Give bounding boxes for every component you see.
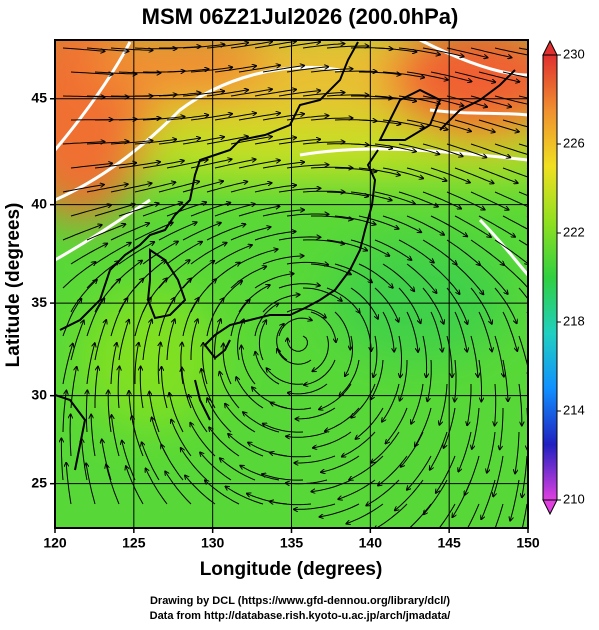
footer-line: Data from http://database.rish.kyoto-u.a… xyxy=(150,610,451,622)
field xyxy=(10,0,570,545)
colorbar-tick-label: 214 xyxy=(563,402,585,417)
chart-title: MSM 06Z21Jul2026 (200.0hPa) xyxy=(142,4,459,29)
colorbar-top xyxy=(543,41,557,55)
x-tick-label: 125 xyxy=(122,535,146,551)
x-tick-label: 120 xyxy=(43,535,67,551)
x-tick-label: 145 xyxy=(437,535,461,551)
y-tick-label: 45 xyxy=(31,89,47,105)
y-tick-label: 30 xyxy=(31,386,47,402)
colorbar-tick-label: 226 xyxy=(563,135,585,150)
colorbar-tick-label: 218 xyxy=(563,313,585,328)
colorbar-bottom xyxy=(543,500,557,514)
y-tick-label: 40 xyxy=(31,195,47,211)
x-axis-label: Longitude (degrees) xyxy=(200,559,383,580)
y-axis-label: Latitude (degrees) xyxy=(3,203,24,368)
x-tick-label: 135 xyxy=(280,535,304,551)
colorbar-tick-label: 222 xyxy=(563,224,585,239)
colorbar xyxy=(543,55,557,500)
y-tick-label: 35 xyxy=(31,294,47,310)
x-tick-label: 140 xyxy=(359,535,383,551)
x-tick-label: 150 xyxy=(516,535,540,551)
colorbar-tick-label: 210 xyxy=(563,491,585,506)
footer-line: Drawing by DCL (https://www.gfd-dennou.o… xyxy=(150,595,450,607)
y-tick-label: 25 xyxy=(31,474,47,490)
streamline xyxy=(527,312,543,351)
colorbar-tick-label: 230 xyxy=(563,46,585,61)
x-tick-label: 130 xyxy=(201,535,225,551)
